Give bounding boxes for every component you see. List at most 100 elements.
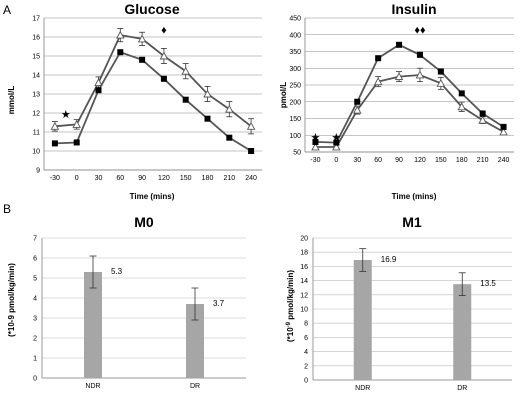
m1-x-tick-label: DR	[457, 385, 467, 392]
glucose-point-triangle	[203, 89, 212, 98]
insulin-point-triangle	[436, 78, 446, 87]
insulin-y-tick-label: 150	[289, 116, 301, 123]
glucose-y-tick-label: 17	[32, 16, 40, 23]
m0-y-tick-label: 7	[33, 236, 37, 243]
glucose-x-tick-label: 240	[245, 175, 257, 182]
m0-y-tick-label: 6	[33, 256, 37, 263]
insulin-x-axis-label: Time (mins)	[392, 192, 437, 201]
insulin-point-square	[416, 51, 423, 58]
insulin-point-triangle	[352, 105, 362, 114]
insulin-y-axis-label: pmol/L	[279, 82, 288, 108]
insulin-point-triangle	[457, 102, 467, 111]
panel-label-b: B	[3, 202, 11, 216]
m0-y-tick-label: 5	[33, 276, 37, 283]
glucose-y-tick-label: 12	[32, 111, 40, 118]
m0-y-tick-label: 1	[33, 356, 37, 363]
glucose-point-square	[248, 148, 255, 154]
insulin-y-tick-label: 300	[289, 66, 301, 73]
m0-y-tick-label: 2	[33, 336, 37, 343]
insulin-point-square	[479, 110, 486, 117]
m1-title: M1	[402, 214, 422, 230]
glucose-y-tick-label: 16	[32, 35, 40, 42]
glucose-significance-marker: ★	[61, 109, 71, 121]
insulin-point-square	[396, 41, 403, 48]
m0-title: M0	[134, 214, 154, 230]
glucose-point-triangle	[94, 78, 103, 87]
insulin-point-triangle	[373, 77, 383, 86]
m0-bar-dr	[186, 304, 204, 378]
m1-y-axis-label: (*10-9 pmol/kg/min)	[286, 270, 295, 342]
m1-y-tick-label: 12	[300, 292, 308, 299]
insulin-point-triangle	[394, 72, 404, 81]
glucose-point-square	[182, 96, 189, 103]
glucose-point-triangle	[137, 34, 147, 43]
m1-y-tick-label: 4	[304, 349, 308, 356]
insulin-series-1-line	[315, 74, 504, 148]
m1-y-tick-label: 10	[300, 307, 308, 314]
insulin-x-tick-label: -30	[310, 157, 320, 164]
glucose-x-tick-label: 60	[116, 175, 124, 182]
glucose-x-tick-label: 30	[95, 175, 103, 182]
m0-data-label: 5.3	[111, 267, 123, 276]
insulin-y-tick-label: 100	[289, 133, 301, 140]
insulin-significance-marker: ★	[331, 132, 341, 144]
glucose-point-triangle	[50, 121, 60, 130]
m1-y-axis-label-sup: -9	[286, 321, 292, 327]
glucose-x-tick-label: 90	[138, 175, 146, 182]
glucose-point-triangle	[72, 119, 81, 128]
panel-label-a: A	[3, 3, 11, 17]
glucose-y-tick-label: 11	[33, 130, 40, 137]
glucose-point-square	[51, 140, 58, 147]
glucose-x-tick-label: 120	[158, 175, 170, 182]
m0-x-tick-label: NDR	[85, 383, 100, 390]
glucose-x-tick-label: 150	[180, 175, 192, 182]
insulin-x-tick-label: 210	[477, 157, 489, 164]
insulin-y-tick-label: 450	[289, 16, 301, 23]
insulin-y-tick-label: 400	[289, 32, 301, 39]
glucose-y-tick-label: 10	[32, 149, 40, 156]
m1-y-axis-label-part-2: pmol/kg/min)	[286, 270, 295, 322]
insulin-y-tick-label: 350	[289, 49, 301, 56]
insulin-x-tick-label: 180	[456, 157, 468, 164]
m1-y-tick-label: 0	[304, 378, 308, 385]
glucose-x-tick-label: 210	[223, 175, 235, 182]
m0-bar-ndr	[84, 272, 102, 378]
m0-y-tick-label: 4	[33, 296, 37, 303]
m1-y-axis-label-part-1: (*10	[286, 327, 295, 342]
insulin-point-square	[375, 55, 382, 62]
insulin-point-triangle	[332, 142, 341, 151]
m1-y-tick-label: 14	[300, 278, 308, 285]
glucose-point-square	[117, 49, 124, 56]
m1-chart: M1 (*10-9 pmol/kg/min) 0 2 4 6 8 10 12 14 16 18 20…	[286, 214, 512, 392]
m1-y-tick-label: 20	[300, 236, 308, 243]
insulin-x-tick-label: 90	[395, 157, 403, 164]
glucose-y-tick-label: 15	[32, 54, 40, 61]
insulin-point-square	[333, 139, 340, 146]
insulin-x-tick-label: 120	[414, 157, 426, 164]
m0-y-tick-label: 3	[33, 316, 37, 323]
m0-chart: M0 (*10-9 pmol/kg/min) 0 1 2 3 4 5 6 7 5.3 NDR 3.7…	[7, 214, 246, 390]
m0-data-label: 3.7	[213, 299, 225, 308]
glucose-x-tick-label: 180	[202, 175, 214, 182]
insulin-y-tick-label: 50	[293, 150, 301, 157]
glucose-y-axis-label: mmol/L	[7, 86, 16, 115]
glucose-y-tick-label: 14	[32, 73, 40, 80]
glucose-chart: Glucose Time (mins) mmol/L 9 10 11 12 13 14 15…	[7, 1, 262, 201]
insulin-point-square	[437, 68, 444, 75]
insulin-y-tick-label: 200	[289, 99, 301, 106]
insulin-point-triangle	[311, 142, 320, 151]
glucose-x-tick-label: 0	[75, 175, 79, 182]
m1-y-tick-label: 8	[304, 321, 308, 328]
glucose-point-triangle	[159, 51, 169, 60]
m1-bar-ndr	[353, 260, 372, 380]
glucose-series-2-line	[54, 51, 252, 152]
m1-x-tick-label: NDR	[355, 385, 370, 392]
insulin-chart: Insulin Time (mins) pmol/L 50 100 150 200 25…	[279, 1, 514, 201]
insulin-x-tick-label: 0	[334, 157, 338, 164]
glucose-point-triangle	[225, 104, 234, 113]
insulin-point-triangle	[415, 70, 425, 79]
glucose-point-square	[73, 139, 80, 146]
m1-y-tick-label: 18	[300, 250, 308, 257]
